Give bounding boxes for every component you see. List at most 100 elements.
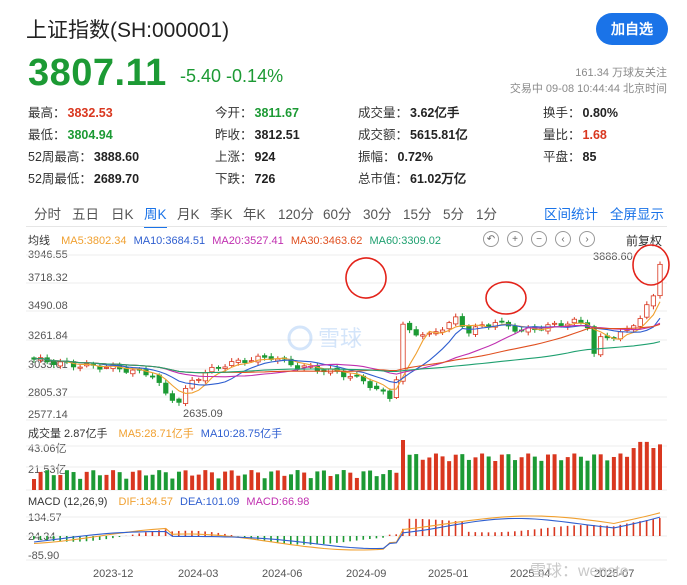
volume-bar xyxy=(381,474,386,490)
macd-bar xyxy=(52,536,55,542)
tabs-divider xyxy=(26,226,667,227)
volume-legend-title: 成交量 2.87亿手 xyxy=(28,428,108,440)
volume-bar xyxy=(262,478,267,490)
y-tick-label: 2805.37 xyxy=(28,387,68,399)
tab-yearly-k[interactable]: 年K xyxy=(243,207,266,222)
tab-1min[interactable]: 1分 xyxy=(476,207,498,222)
macd-bar xyxy=(336,536,338,543)
stat-label: 52周最高： xyxy=(28,150,92,164)
stat-value: 3812.51 xyxy=(254,128,300,142)
volume-bar xyxy=(480,453,485,490)
page-title: 上证指数(SH:000001) xyxy=(26,19,230,42)
candle-body xyxy=(439,329,446,333)
vol-ma5-label: MA5:28.71亿手 xyxy=(118,428,194,440)
volume-bar xyxy=(394,472,399,490)
volume-bar xyxy=(361,471,366,490)
stat-value: 0.80% xyxy=(582,106,618,120)
interval-stats-button[interactable]: 区间统计 xyxy=(544,207,598,222)
tab-5min[interactable]: 5分 xyxy=(443,207,465,222)
volume-bar xyxy=(493,460,498,490)
tab-daily-k[interactable]: 日K xyxy=(111,207,134,222)
tab-quarterly-k[interactable]: 季K xyxy=(210,207,233,222)
volume-bar xyxy=(242,474,247,490)
volume-bar xyxy=(249,470,254,490)
volume-bar xyxy=(38,471,43,490)
tab-60min[interactable]: 60分 xyxy=(323,207,352,222)
candle-body xyxy=(288,358,294,366)
add-watchlist-button[interactable]: 加自选 xyxy=(596,13,668,45)
tab-monthly-k[interactable]: 月K xyxy=(177,207,200,222)
tab-120min[interactable]: 120分 xyxy=(278,207,315,222)
ma-legend-title: 均线 xyxy=(28,235,50,247)
macd-bar xyxy=(158,530,160,536)
candle-body xyxy=(77,366,83,369)
macd-bar xyxy=(606,525,608,536)
volume-bar xyxy=(368,470,373,490)
macd-bar xyxy=(612,526,615,536)
macd-bar xyxy=(461,521,463,536)
undo-icon[interactable]: ↶ xyxy=(483,231,499,247)
volume-bar xyxy=(117,472,122,490)
stat-label: 成交量： xyxy=(358,106,409,120)
tab-15min[interactable]: 15分 xyxy=(403,207,432,222)
scroll-right-icon[interactable]: › xyxy=(579,231,595,247)
volume-bar xyxy=(203,470,208,490)
macd-bar xyxy=(481,532,483,536)
candle-body xyxy=(374,385,380,390)
macd-bar xyxy=(586,524,589,536)
period-tabs: 分时 五日 日K 周K 月K 季K 年K 120分 60分 30分 15分 5分… xyxy=(26,203,667,228)
tab-30min[interactable]: 30分 xyxy=(363,207,392,222)
change-percent: -0.14% xyxy=(226,66,284,86)
macd-bar xyxy=(632,522,635,536)
macd-bar xyxy=(395,534,398,536)
stat-label: 平盘： xyxy=(543,150,581,164)
volume-bar xyxy=(216,478,221,490)
watermark-user: 雪球：wenste xyxy=(530,562,629,580)
stat-52w-high: 52周最高： 3888.60 xyxy=(28,146,139,165)
macd-bar xyxy=(487,532,490,536)
candle-body xyxy=(222,366,228,369)
candle-body xyxy=(644,304,650,318)
tab-weekly-k[interactable]: 周K xyxy=(144,203,167,228)
volume-bar xyxy=(651,448,656,490)
scroll-left-icon[interactable]: ‹ xyxy=(555,231,571,247)
volume-bar xyxy=(64,470,69,490)
candle-body xyxy=(598,336,604,356)
volume-bar xyxy=(209,472,214,490)
stat-flat-count: 平盘： 85 xyxy=(543,146,596,165)
candle-body xyxy=(400,323,406,382)
zoom-in-icon[interactable]: + xyxy=(507,231,523,247)
candle-body xyxy=(558,323,564,327)
macd-bar xyxy=(619,524,622,536)
volume-bar xyxy=(387,470,392,490)
volume-bar xyxy=(51,475,56,490)
ma10-label: MA10:3684.51 xyxy=(133,235,206,247)
candle-body xyxy=(472,326,479,335)
volume-bar xyxy=(625,456,630,490)
volume-bar xyxy=(71,472,76,490)
volume-bar xyxy=(658,444,662,490)
tab-fenshi[interactable]: 分时 xyxy=(34,207,61,222)
zoom-out-icon[interactable]: − xyxy=(531,231,547,247)
macd-bar xyxy=(85,536,88,542)
volume-bar xyxy=(401,440,406,490)
candle-body xyxy=(578,319,584,324)
stat-value: 726 xyxy=(254,172,276,186)
candle-body xyxy=(380,389,386,392)
dif-label: DIF:134.57 xyxy=(118,496,173,508)
volume-bar xyxy=(348,472,353,490)
macd-bar xyxy=(92,536,94,541)
dea-line xyxy=(33,516,661,550)
volume-bar xyxy=(111,470,116,490)
fullscreen-button[interactable]: 全屏显示 xyxy=(610,207,664,222)
macd-bar xyxy=(39,536,42,540)
macd-bar xyxy=(520,530,523,536)
candle-body xyxy=(130,369,136,375)
candle-body xyxy=(215,366,222,369)
trade-status: 交易中 09-08 10:44:44 北京时间 xyxy=(509,83,667,95)
x-tick-label: 2024-06 xyxy=(262,568,303,580)
stat-market-cap: 总市值： 61.02万亿 xyxy=(358,168,466,187)
volume-bar xyxy=(618,453,623,490)
tab-5day[interactable]: 五日 xyxy=(72,207,99,222)
